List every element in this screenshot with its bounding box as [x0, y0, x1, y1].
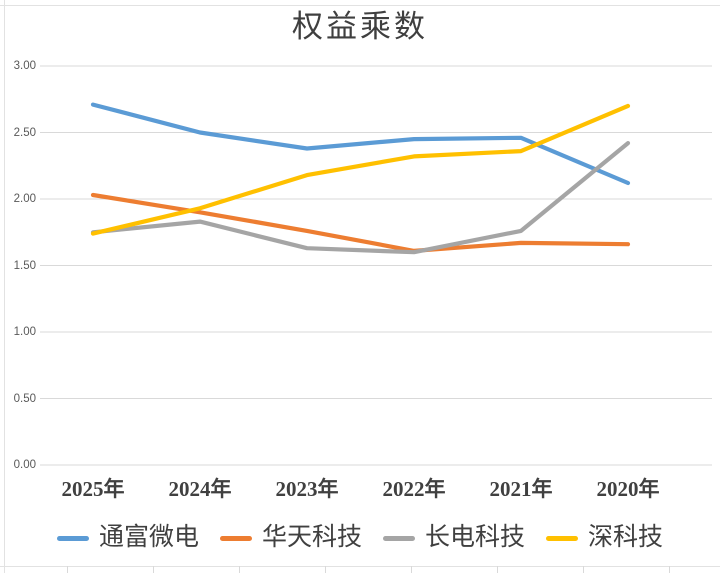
- legend-marker-line: [219, 535, 252, 541]
- series-line: [90, 141, 631, 255]
- y-axis-tick-label: 0.50: [13, 392, 36, 405]
- legend-item: 华天科技: [219, 523, 362, 553]
- x-axis-label: 2023年: [275, 477, 339, 501]
- sheet-column-tick: [239, 566, 240, 573]
- legend-label: 华天科技: [261, 524, 362, 551]
- sheet-column-tick: [669, 566, 670, 573]
- y-axis-tick-label: 0.00: [13, 459, 36, 471]
- series-line: [90, 102, 631, 186]
- legend-marker-line: [56, 535, 89, 541]
- y-axis-tick-label: 1.50: [13, 259, 36, 272]
- sheet-column-tick: [497, 566, 498, 573]
- x-axis-label: 2025年: [61, 477, 125, 501]
- y-axis-tick-label: 2.00: [13, 193, 36, 205]
- legend-label: 长电科技: [425, 524, 526, 551]
- x-axis-label: 2021年: [489, 477, 553, 501]
- legend-item: 长电科技: [383, 523, 525, 553]
- legend-marker-line: [383, 535, 415, 541]
- sheet-column-tick: [67, 566, 68, 573]
- x-axis-label: 2020年: [596, 477, 660, 501]
- legend: 通富微电 华天科技 长电科技 深科技: [0, 523, 720, 553]
- series-line: [90, 103, 631, 236]
- sheet-column-tick: [583, 566, 584, 573]
- y-axis-tick-label: 3.00: [13, 60, 36, 72]
- y-axis-tick-label: 1.00: [13, 326, 36, 338]
- series-line: [90, 192, 631, 253]
- legend-label: 通富微电: [98, 524, 199, 551]
- sheet-gridline-top: [0, 5, 720, 6]
- x-axis-label: 2024年: [168, 477, 232, 501]
- sheet-column-tick: [325, 566, 326, 573]
- chart-title: 权益乘数: [292, 9, 428, 44]
- legend-marker-line: [546, 535, 579, 541]
- sheet-gridline-left: [4, 0, 5, 573]
- legend-item: 深科技: [546, 523, 663, 553]
- sheet-column-tick: [153, 566, 154, 573]
- sheet-gridline-bottom: [0, 566, 720, 567]
- y-axis-tick-label: 2.50: [13, 126, 36, 139]
- legend-label: 深科技: [588, 524, 664, 551]
- legend-item: 通富微电: [56, 523, 199, 553]
- sheet-column-tick: [411, 566, 412, 573]
- x-axis-label: 2022年: [382, 477, 446, 501]
